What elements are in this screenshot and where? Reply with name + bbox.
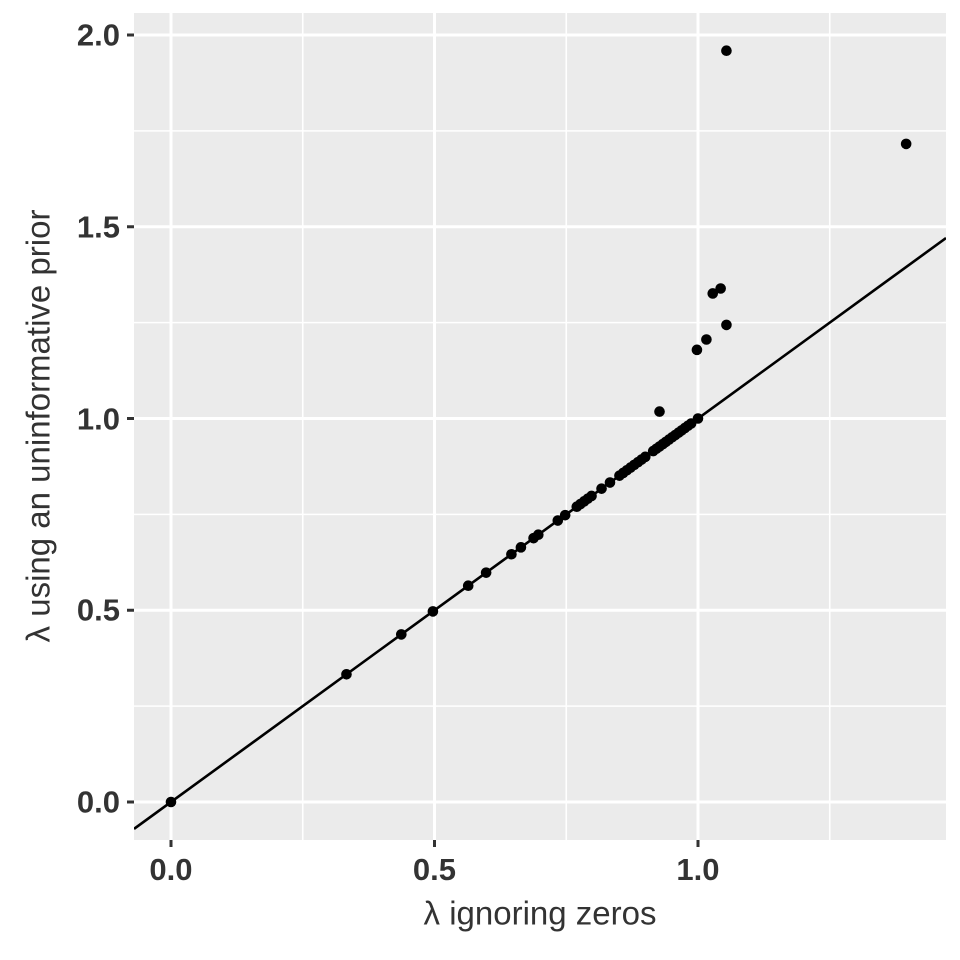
data-point (654, 406, 665, 417)
data-point (462, 580, 474, 592)
data-point (900, 138, 912, 150)
data-point (515, 542, 527, 553)
data-point (427, 606, 439, 617)
data-point (395, 629, 407, 640)
data-point (480, 567, 492, 578)
data-point (165, 796, 177, 808)
data-point (639, 451, 651, 463)
y-tick-label: 1.0 (76, 401, 120, 436)
y-axis-title: λ using an uninformative prior (19, 209, 57, 643)
data-point (533, 529, 544, 541)
data-point (721, 45, 732, 57)
data-point (506, 548, 517, 560)
data-point (341, 668, 352, 680)
x-tick-label: 1.0 (676, 852, 720, 887)
x-tick-label: 0.5 (412, 852, 457, 887)
y-tick-label: 1.5 (76, 209, 120, 245)
data-point (559, 509, 571, 521)
y-tick-label: 2.0 (76, 17, 120, 53)
data-point (715, 283, 726, 294)
y-tick-label: 0.0 (76, 784, 120, 820)
data-point (721, 319, 732, 331)
data-point (604, 477, 616, 488)
data-point (692, 413, 704, 424)
x-tick-label: 0.0 (149, 852, 193, 887)
data-point (691, 344, 703, 356)
data-point (586, 490, 597, 502)
x-axis-title: λ ignoring zeros (423, 894, 657, 932)
plot-panel (134, 13, 946, 840)
y-tick-label: 0.5 (76, 592, 120, 628)
data-point (596, 483, 607, 494)
data-point (701, 334, 712, 345)
data-point (707, 288, 719, 299)
data-point (552, 515, 564, 526)
